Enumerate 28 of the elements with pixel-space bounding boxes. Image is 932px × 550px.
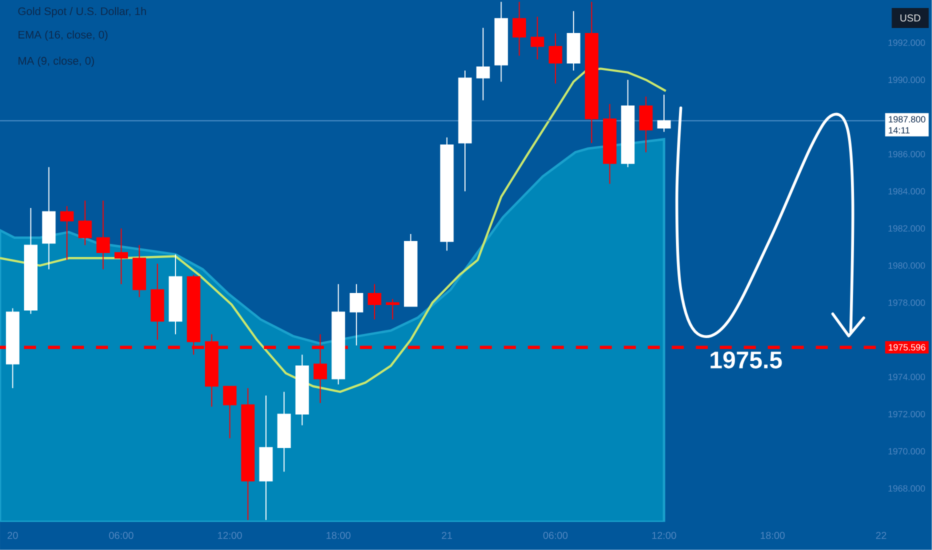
y-tick-label: 1972.000 <box>888 411 925 418</box>
x-tick-label: 18:00 <box>760 532 785 540</box>
y-tick-label: 1984.000 <box>888 188 925 195</box>
x-tick-label: 06:00 <box>109 532 134 540</box>
y-tick-label: 1992.000 <box>888 40 925 46</box>
text: Gold Spot / U.S. Dollar, 1h <box>18 7 146 18</box>
y-tick-label: 1970.000 <box>888 448 925 455</box>
x-tick-label: 21 <box>442 532 452 539</box>
x-tick-label: 22 <box>876 532 886 539</box>
y-tick-label: 1982.000 <box>888 225 925 232</box>
x-tick-label: 12:00 <box>652 532 676 540</box>
y-tick-label: 1974.000 <box>888 374 925 380</box>
x-tick-label: 12:00 <box>218 532 242 540</box>
y-tick-label: 1980.000 <box>888 262 925 269</box>
ref-line-label: 1975.596 <box>888 344 926 351</box>
x-tick-label: 06:00 <box>543 532 568 540</box>
annotation: EMA (16, close, 0) <box>18 30 108 41</box>
y-tick-label: 1968.000 <box>888 485 925 492</box>
y-tick-label: 1978.000 <box>888 300 925 306</box>
annotation: MA (9, close, 0) <box>18 56 94 67</box>
x-tick-label: 18:00 <box>326 532 350 540</box>
text: USD <box>900 14 920 22</box>
y-tick-label: 1990.000 <box>888 76 925 84</box>
text: 14:11 <box>888 127 910 134</box>
annotation: 1975.5 <box>710 352 782 369</box>
x-tick-label: 20 <box>8 532 18 540</box>
y-tick-label: 1986.000 <box>888 151 925 158</box>
ref-line-label: 1987.800 <box>888 116 926 123</box>
